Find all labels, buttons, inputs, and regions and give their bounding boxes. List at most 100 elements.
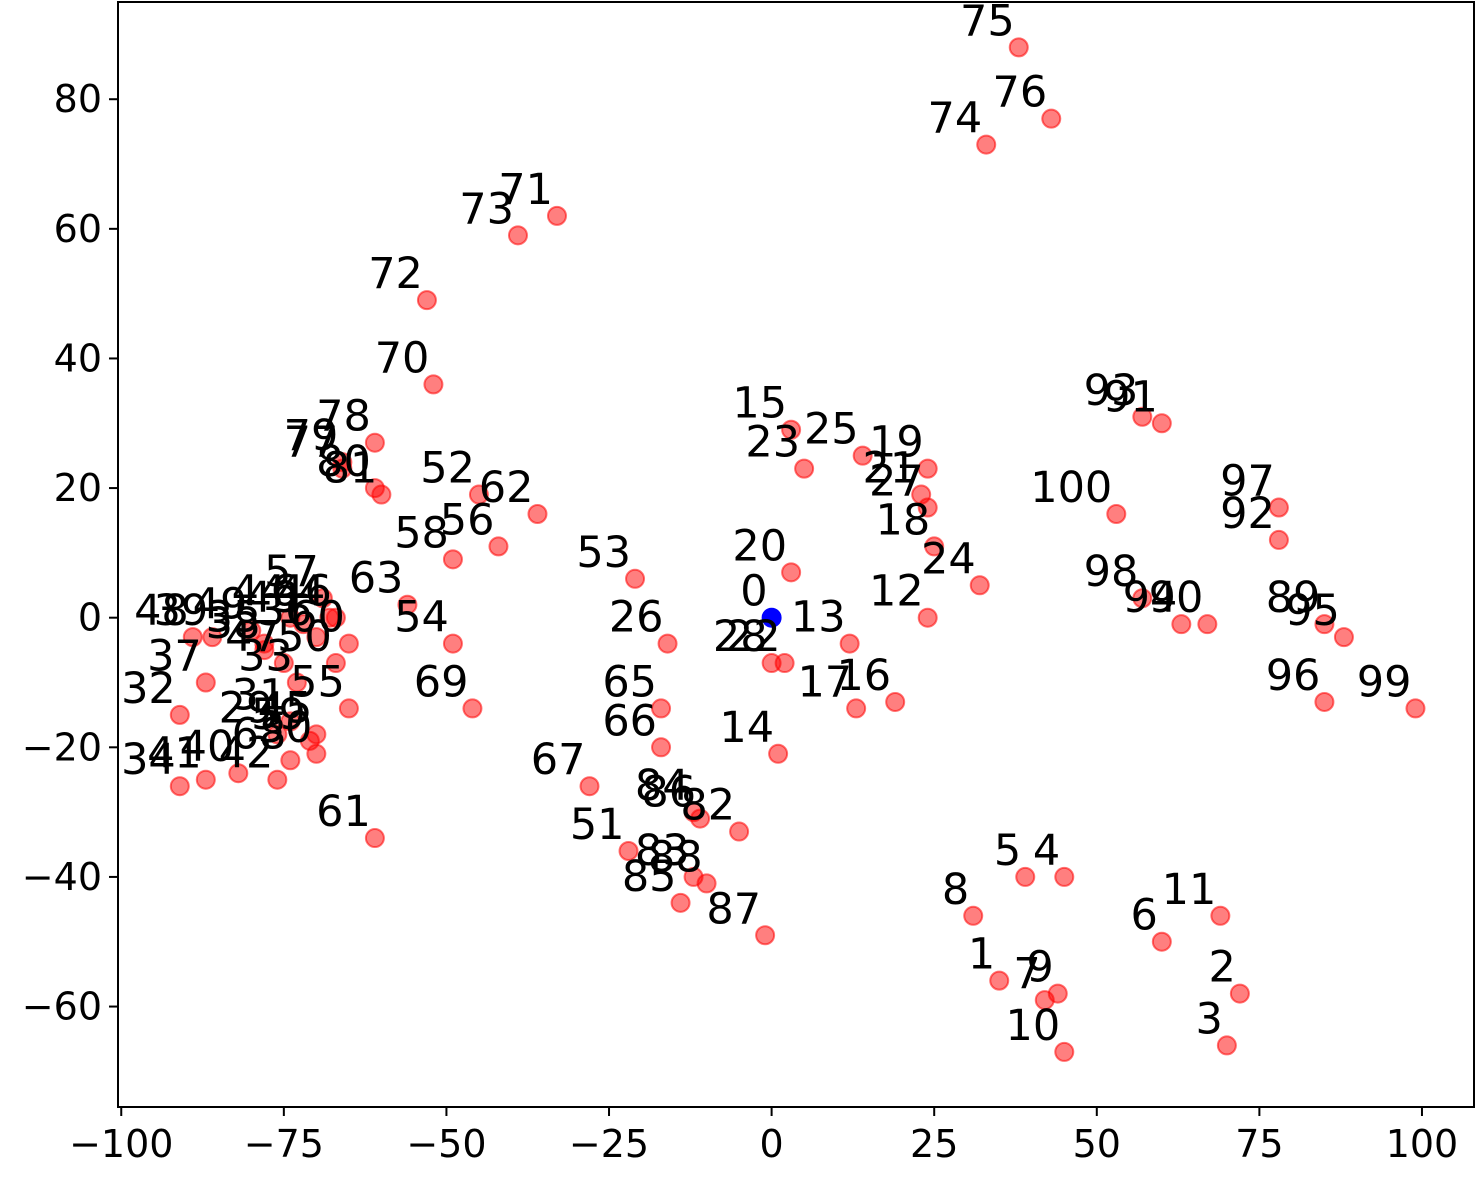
data-point-79 — [332, 452, 353, 473]
y-tick-label: 0 — [78, 596, 102, 640]
data-point-39 — [202, 627, 223, 648]
data-point-label-55: 55 — [290, 657, 345, 707]
data-point-54 — [442, 633, 463, 654]
data-point-97 — [1268, 497, 1289, 518]
data-point-label-9: 9 — [1026, 943, 1053, 993]
data-point-label-78: 78 — [316, 392, 371, 442]
data-point-11 — [1210, 905, 1231, 926]
data-point-label-11: 11 — [1162, 865, 1217, 915]
data-point-label-81: 81 — [323, 444, 378, 494]
data-point-73 — [507, 225, 528, 246]
data-point-60 — [338, 633, 359, 654]
data-point-27 — [917, 497, 938, 518]
data-point-label-82: 82 — [680, 781, 735, 831]
data-point-label-14: 14 — [719, 703, 774, 753]
data-point-label-93: 93 — [1084, 366, 1139, 416]
data-point-25 — [852, 445, 873, 466]
data-point-label-52: 52 — [420, 444, 475, 494]
data-point-47 — [273, 653, 294, 674]
data-point-label-13: 13 — [791, 593, 846, 643]
data-point-label-35: 35 — [206, 593, 261, 643]
data-point-82 — [729, 821, 750, 842]
x-tick-label: −100 — [69, 1122, 173, 1166]
data-point-label-3: 3 — [1196, 994, 1223, 1044]
data-point-label-64: 64 — [271, 567, 326, 617]
data-point-label-2: 2 — [1209, 943, 1236, 993]
data-point-label-8: 8 — [942, 865, 969, 915]
data-point-label-10: 10 — [1006, 1001, 1061, 1051]
data-point-label-39: 39 — [154, 586, 209, 636]
data-point-40 — [228, 763, 249, 784]
data-point-74 — [976, 134, 997, 155]
data-point-55 — [338, 698, 359, 719]
data-point-50 — [325, 653, 346, 674]
data-point-44 — [280, 607, 301, 628]
data-point-10 — [1054, 1041, 1075, 1062]
data-point-label-12: 12 — [869, 567, 924, 617]
data-point-label-70: 70 — [375, 333, 430, 383]
data-point-48 — [182, 627, 203, 648]
data-point-26 — [657, 633, 678, 654]
data-point-70 — [423, 374, 444, 395]
data-point-66 — [651, 737, 672, 758]
data-point-label-85: 85 — [622, 852, 677, 902]
y-tick-label: −40 — [22, 855, 102, 899]
data-point-label-4: 4 — [1033, 826, 1060, 876]
data-point-61 — [364, 828, 385, 849]
x-tick-label: 100 — [1386, 1122, 1459, 1166]
data-point-49 — [241, 620, 262, 641]
data-point-label-32: 32 — [121, 664, 176, 714]
data-point-label-96: 96 — [1266, 651, 1321, 701]
data-point-57 — [312, 588, 333, 609]
data-point-51 — [618, 841, 639, 862]
data-point-label-87: 87 — [706, 884, 761, 934]
data-point-label-47: 47 — [225, 612, 280, 662]
data-point-label-72: 72 — [368, 249, 423, 299]
data-point-92 — [1268, 529, 1289, 550]
data-point-88 — [696, 873, 717, 894]
data-point-90 — [1197, 614, 1218, 635]
data-point-53 — [625, 568, 646, 589]
data-point-99 — [1405, 698, 1426, 719]
data-point-label-15: 15 — [732, 379, 787, 429]
data-point-65 — [651, 698, 672, 719]
data-point-37 — [195, 672, 216, 693]
data-point-label-97: 97 — [1220, 457, 1275, 507]
data-point-23 — [794, 458, 815, 479]
data-point-label-31: 31 — [232, 670, 287, 720]
data-point-20 — [781, 562, 802, 583]
data-point-72 — [416, 290, 437, 311]
data-point-38 — [254, 640, 275, 661]
data-point-label-21: 21 — [862, 444, 917, 494]
data-point-91 — [1151, 413, 1172, 434]
data-point-label-95: 95 — [1285, 586, 1340, 636]
data-point-59 — [299, 730, 320, 751]
data-point-label-56: 56 — [440, 495, 495, 545]
data-point-14 — [768, 743, 789, 764]
data-point-36 — [306, 627, 327, 648]
data-point-label-43: 43 — [245, 573, 300, 623]
data-point-label-23: 23 — [745, 418, 800, 468]
data-point-63 — [397, 594, 418, 615]
data-point-42 — [267, 769, 288, 790]
y-tick-label: 80 — [54, 77, 102, 121]
data-point-label-77: 77 — [284, 418, 339, 468]
data-point-15 — [781, 419, 802, 440]
data-point-32 — [169, 704, 190, 725]
data-point-12 — [917, 607, 938, 628]
data-point-label-54: 54 — [394, 593, 449, 643]
x-tick-label: −25 — [569, 1122, 649, 1166]
data-point-label-22: 22 — [726, 612, 781, 662]
data-point-label-49: 49 — [193, 580, 248, 630]
data-point-label-38: 38 — [206, 599, 261, 649]
data-point-label-71: 71 — [498, 165, 553, 215]
data-point-81 — [371, 484, 392, 505]
data-point-label-36: 36 — [258, 586, 313, 636]
data-point-label-40: 40 — [180, 722, 235, 772]
data-point-93 — [1132, 406, 1153, 427]
x-tick-label: −50 — [406, 1122, 486, 1166]
data-point-label-46: 46 — [277, 567, 332, 617]
data-point-label-79: 79 — [284, 411, 339, 461]
data-point-33 — [286, 672, 307, 693]
